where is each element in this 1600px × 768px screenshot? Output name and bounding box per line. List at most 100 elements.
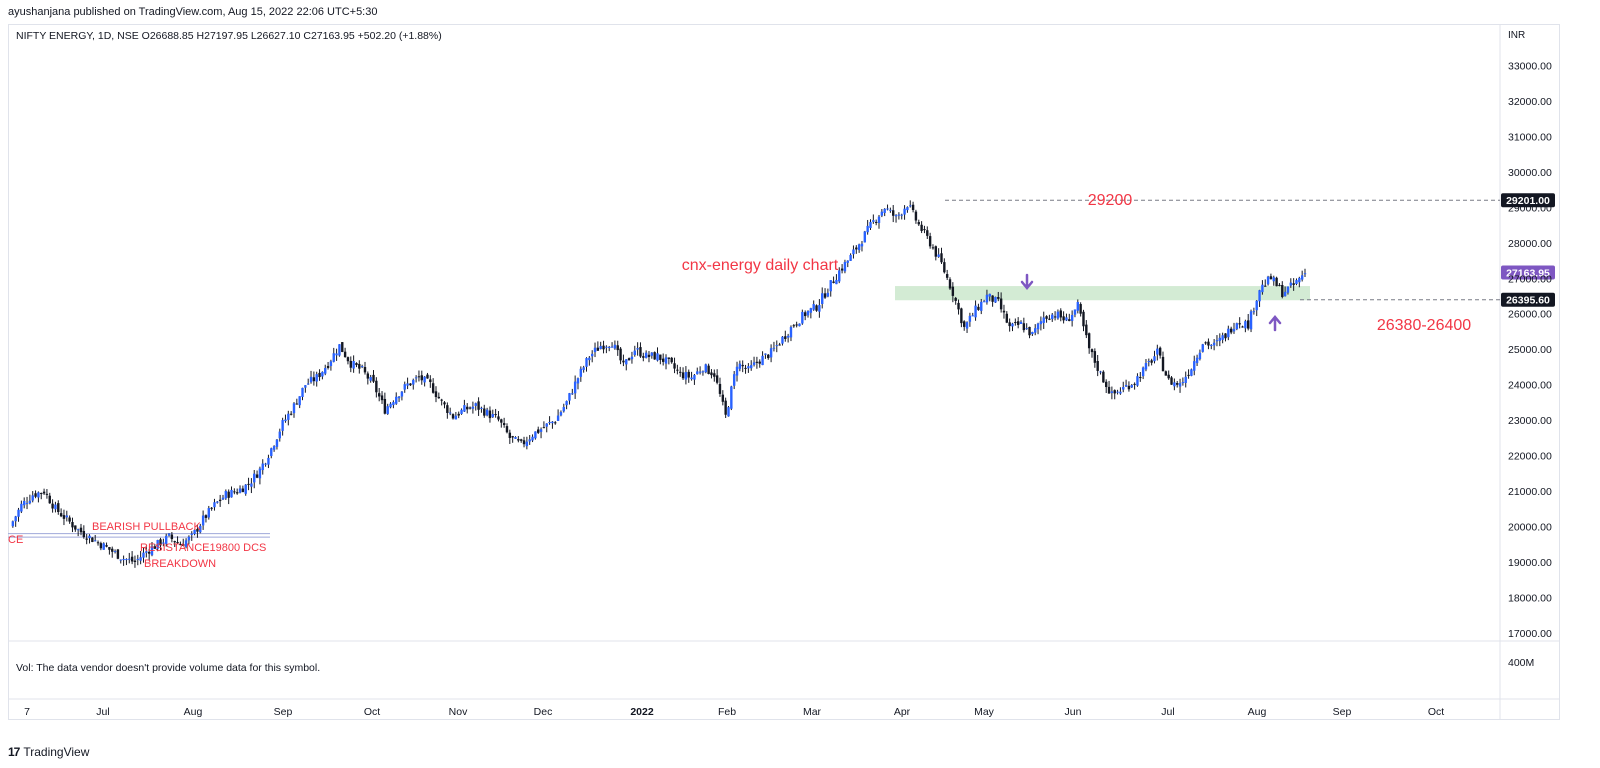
symbol-legend: NIFTY ENERGY, 1D, NSE O26688.85 H27197.9… <box>16 30 442 42</box>
candle-body <box>1034 328 1037 333</box>
candle-body <box>784 336 787 339</box>
candle-body <box>1093 351 1097 363</box>
y-tick-label: 17000.00 <box>1508 628 1552 640</box>
y-tick-label: 22000.00 <box>1508 451 1552 463</box>
x-tick-label: Oct <box>364 706 380 718</box>
candle-body <box>838 270 841 282</box>
candle-body <box>1173 382 1176 387</box>
candle-body <box>272 446 276 450</box>
candle-body <box>1218 337 1222 341</box>
candle-body <box>1136 376 1139 386</box>
y-tick-label: 29000.00 <box>1508 202 1552 214</box>
candle-body <box>304 385 307 388</box>
candle-body <box>917 222 920 225</box>
candle-body <box>840 268 844 271</box>
candle-body <box>204 515 208 518</box>
candle-body <box>76 529 80 531</box>
candle-body <box>147 551 151 554</box>
candles <box>11 200 1307 568</box>
candle-body <box>676 369 679 371</box>
candle-body <box>789 327 793 338</box>
candle-body <box>389 403 392 408</box>
candle-body <box>982 301 986 303</box>
candle-body <box>261 463 264 471</box>
candle-body <box>724 400 727 415</box>
candle-body <box>727 407 730 417</box>
candle-body <box>1221 335 1224 340</box>
candle-body <box>545 423 548 427</box>
candle-body <box>1150 360 1153 363</box>
candle-body <box>474 403 477 406</box>
candle-body <box>1141 367 1145 377</box>
candle-body <box>346 357 350 362</box>
candle-body <box>1201 344 1204 352</box>
candle-body <box>911 204 915 211</box>
candle-body <box>1133 383 1136 385</box>
candle-body <box>62 515 66 519</box>
candle-body <box>377 393 381 397</box>
publisher-line: ayushanjana published on TradingView.com… <box>8 6 378 18</box>
candle-body <box>173 541 176 543</box>
candle-body <box>1022 323 1026 331</box>
candle-body <box>37 492 40 498</box>
y-tick-label: 24000.00 <box>1508 380 1552 392</box>
candle-body <box>1065 317 1068 321</box>
candle-body <box>1247 320 1250 329</box>
candle-body <box>1156 348 1159 355</box>
candle-body <box>250 483 253 487</box>
candle-body <box>443 402 446 405</box>
candle-body <box>534 431 537 439</box>
candle-body <box>988 293 991 297</box>
candle-body <box>397 396 401 399</box>
candle-body <box>22 500 26 506</box>
candle-body <box>596 347 600 351</box>
candle-body <box>997 297 1000 299</box>
candle-body <box>656 353 659 361</box>
y-tick-label: 31000.00 <box>1508 131 1552 143</box>
candle-body <box>289 413 293 415</box>
candle-body <box>849 255 852 261</box>
candle-body <box>1261 284 1264 293</box>
candle-body <box>125 559 128 561</box>
candle-body <box>349 360 352 368</box>
candle-body <box>616 345 619 351</box>
candle-body <box>454 415 458 420</box>
candle-body <box>463 405 466 412</box>
candle-body <box>369 376 372 381</box>
candle-body <box>338 344 341 356</box>
candle-body <box>213 502 216 508</box>
candle-body <box>1275 277 1278 287</box>
candle-body <box>238 488 242 493</box>
candle-body <box>25 502 29 504</box>
candle-body <box>931 247 935 249</box>
candle-body <box>40 493 43 495</box>
candle-body <box>108 547 111 550</box>
tradingview-footer[interactable]: 17 TradingView <box>8 745 89 759</box>
candle-body <box>1153 356 1156 362</box>
candle-body <box>775 345 778 347</box>
candle-body <box>440 399 443 401</box>
candle-body <box>1068 319 1071 322</box>
candle-body <box>326 365 330 368</box>
candle-body <box>585 358 588 367</box>
candle-body <box>926 230 929 236</box>
candle-body <box>79 527 83 533</box>
candle-body <box>934 246 938 257</box>
candle-body <box>1039 321 1043 325</box>
candle-body <box>542 427 546 429</box>
candle-body <box>1238 323 1241 325</box>
candle-body <box>14 516 17 522</box>
y-tick-label: 20000.00 <box>1508 522 1552 534</box>
y-tick-label: 30000.00 <box>1508 167 1552 179</box>
candle-body <box>667 357 671 359</box>
candle-body <box>136 558 139 560</box>
support-zone <box>895 286 1310 301</box>
candle-body <box>150 546 154 556</box>
candle-body <box>505 426 509 433</box>
candle-body <box>539 429 543 432</box>
candle-body <box>1122 387 1125 390</box>
candle-body <box>34 493 37 497</box>
candle-body <box>500 419 503 423</box>
candle-body <box>559 412 563 416</box>
